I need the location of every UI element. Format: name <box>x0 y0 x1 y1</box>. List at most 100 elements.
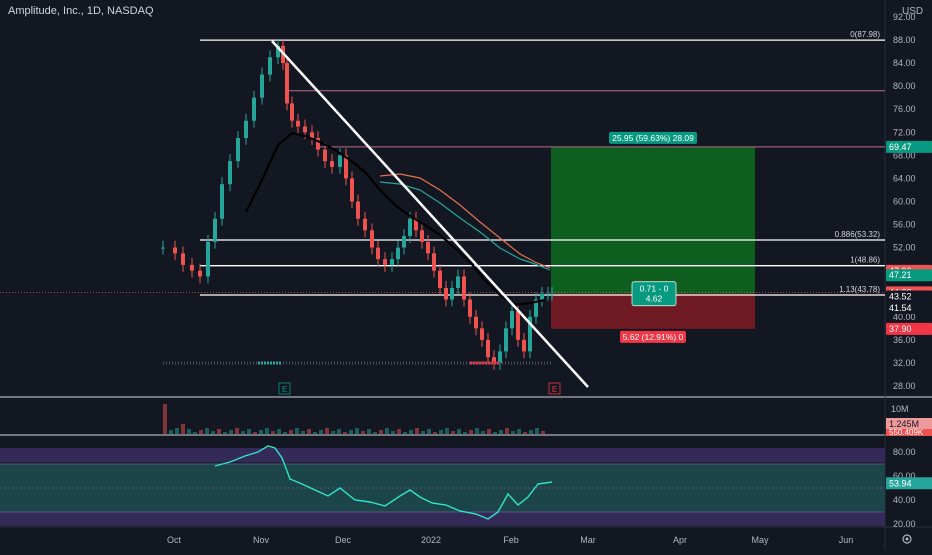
volume-bar <box>253 432 257 434</box>
price-badge: 37.90 <box>889 324 912 334</box>
candle-body[interactable] <box>414 218 418 231</box>
volume-bar <box>499 430 503 434</box>
candle-body[interactable] <box>161 247 165 249</box>
candle-body[interactable] <box>468 299 472 317</box>
volume-bar <box>241 431 245 434</box>
candle-body[interactable] <box>303 126 307 133</box>
candle-body[interactable] <box>516 311 520 340</box>
price-badge-box <box>886 269 932 282</box>
candle-body[interactable] <box>550 293 554 295</box>
candle-body[interactable] <box>383 259 387 265</box>
volume-bar <box>229 430 233 434</box>
candle-body[interactable] <box>376 247 380 260</box>
candle-body[interactable] <box>486 339 490 358</box>
candle-body[interactable] <box>408 218 412 237</box>
candle-body[interactable] <box>510 311 514 329</box>
candle-body[interactable] <box>198 270 202 277</box>
volume-bar <box>277 429 281 434</box>
candle-body[interactable] <box>338 155 342 167</box>
candle-body[interactable] <box>528 316 532 352</box>
downtrend-line[interactable] <box>271 40 589 388</box>
time-tick: May <box>751 535 769 545</box>
position-center-line2: 4.62 <box>646 294 663 304</box>
price-badge: 69.47 <box>889 142 912 152</box>
candle-body[interactable] <box>260 74 264 98</box>
volume-bar <box>403 432 407 434</box>
candle-body[interactable] <box>370 230 374 248</box>
profit-zone[interactable] <box>551 146 755 294</box>
candle-body[interactable] <box>344 155 348 179</box>
volume-bar <box>259 430 263 434</box>
price-badge-box <box>886 290 932 303</box>
candle-body[interactable] <box>456 276 460 288</box>
candle-body[interactable] <box>206 241 210 277</box>
candle-body[interactable] <box>420 230 424 242</box>
symbol-title[interactable]: Amplitude, Inc., 1D, NASDAQ <box>8 5 154 17</box>
candle-body[interactable] <box>522 339 526 352</box>
candle-body[interactable] <box>244 120 248 139</box>
volume-bar <box>283 432 287 434</box>
candle-body[interactable] <box>290 103 294 121</box>
candle-body[interactable] <box>220 184 224 219</box>
candle-body[interactable] <box>228 161 232 185</box>
candle-body[interactable] <box>310 132 314 139</box>
candle-body[interactable] <box>492 357 496 363</box>
volume-bar <box>199 430 203 434</box>
candle-body[interactable] <box>276 45 280 58</box>
candle-body[interactable] <box>323 149 327 162</box>
price-badge: 41.54 <box>889 303 912 313</box>
volume-bar <box>409 430 413 434</box>
volume-bar <box>457 429 461 434</box>
candle-body[interactable] <box>432 253 436 271</box>
rsi-badge: 53.94 <box>889 478 912 488</box>
volume-bar <box>163 404 167 434</box>
position-center-box[interactable] <box>631 281 677 307</box>
candle-body[interactable] <box>268 57 272 75</box>
candle-body[interactable] <box>173 247 177 254</box>
candle-body[interactable] <box>363 218 367 231</box>
volume-bar <box>427 429 431 434</box>
candle-body[interactable] <box>181 253 185 265</box>
candle-body[interactable] <box>330 161 334 167</box>
candle-body[interactable] <box>356 201 360 219</box>
fib-label: 0(87.98) <box>850 30 880 39</box>
rsi-tick: 80.00 <box>893 447 916 457</box>
candle-body[interactable] <box>438 270 442 288</box>
candle-body[interactable] <box>540 293 544 300</box>
candle-body[interactable] <box>213 218 217 242</box>
candle-body[interactable] <box>546 293 550 295</box>
candle-body[interactable] <box>316 138 320 150</box>
volume-bar <box>361 431 365 434</box>
candle-body[interactable] <box>462 276 466 300</box>
candle-body[interactable] <box>504 328 508 352</box>
price-tick: 60.00 <box>893 196 916 206</box>
volume-bar <box>523 432 527 434</box>
candle-body[interactable] <box>450 287 454 300</box>
candle-body[interactable] <box>534 299 538 317</box>
settings-icon[interactable] <box>902 534 912 544</box>
volume-bar <box>373 432 377 434</box>
candle-body[interactable] <box>474 316 478 329</box>
candle-body[interactable] <box>190 264 194 271</box>
earnings-marker-1[interactable] <box>278 382 291 395</box>
candle-body[interactable] <box>444 287 448 300</box>
candle-body[interactable] <box>252 97 256 121</box>
volume-badge-2: 550.409K <box>889 428 924 437</box>
candle-body[interactable] <box>396 247 400 260</box>
volume-bar <box>439 430 443 434</box>
candle-body[interactable] <box>498 351 502 363</box>
volume-bar <box>391 431 395 434</box>
candle-body[interactable] <box>350 178 354 202</box>
candle-body[interactable] <box>285 63 289 104</box>
ma-black-line <box>245 131 546 307</box>
candle-body[interactable] <box>402 236 406 248</box>
candle-body[interactable] <box>236 138 240 162</box>
candle-body[interactable] <box>426 241 430 254</box>
time-tick: Nov <box>253 535 270 545</box>
candle-body[interactable] <box>296 120 300 127</box>
earnings-marker-2[interactable] <box>548 382 561 395</box>
candle-body[interactable] <box>480 328 484 340</box>
candle-body[interactable] <box>390 259 394 265</box>
